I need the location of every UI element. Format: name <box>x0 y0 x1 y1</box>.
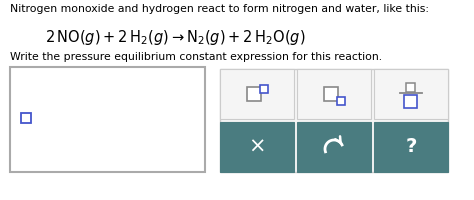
Bar <box>10 67 205 172</box>
Bar <box>247 87 261 101</box>
Bar <box>260 85 268 93</box>
Text: ?: ? <box>405 138 417 156</box>
Bar <box>374 122 448 172</box>
Bar <box>324 87 338 101</box>
Bar <box>337 97 345 105</box>
Bar <box>297 69 371 119</box>
Bar <box>21 112 31 122</box>
Bar <box>404 95 418 108</box>
Text: Nitrogen monoxide and hydrogen react to form nitrogen and water, like this:: Nitrogen monoxide and hydrogen react to … <box>10 4 429 14</box>
Bar <box>407 83 416 92</box>
Bar <box>297 122 371 172</box>
Bar <box>220 69 294 119</box>
Bar <box>220 122 294 172</box>
Text: ×: × <box>248 137 266 157</box>
Text: Write the pressure equilibrium constant expression for this reaction.: Write the pressure equilibrium constant … <box>10 52 382 62</box>
Text: $2\,\mathrm{NO}(\mathit{g})+2\,\mathrm{H}_2(\mathit{g})\rightarrow\mathrm{N}_2(\: $2\,\mathrm{NO}(\mathit{g})+2\,\mathrm{H… <box>45 28 306 47</box>
Bar <box>220 69 448 172</box>
Bar <box>374 69 448 119</box>
